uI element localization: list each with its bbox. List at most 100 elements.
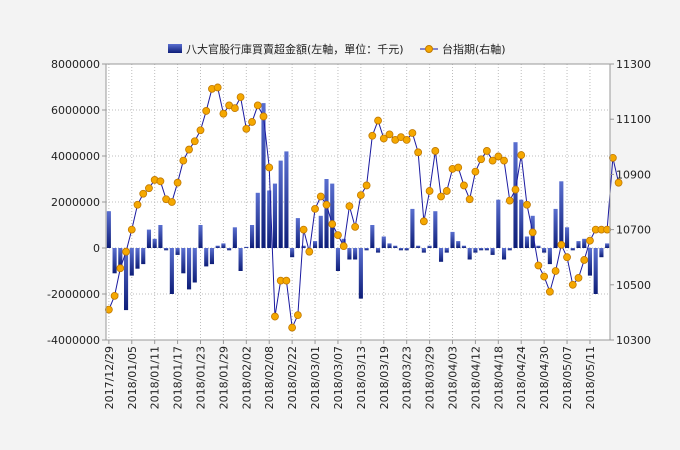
line-point: [271, 312, 279, 321]
line-point: [339, 242, 348, 251]
bar-mark: [106, 211, 111, 248]
bar-mark: [559, 181, 564, 248]
bar-mark: [169, 248, 174, 294]
line-point: [563, 253, 571, 262]
x-axis-tick-label: 2018/02/02: [240, 346, 253, 409]
line-point: [253, 101, 262, 110]
bar-mark: [501, 248, 507, 260]
left-axis-tick-label: -2000000: [47, 288, 100, 301]
bar-mark: [364, 248, 369, 251]
line-point: [362, 181, 371, 190]
legend-line-marker: [425, 45, 433, 53]
bar-mark: [272, 183, 278, 248]
line-point: [454, 163, 463, 172]
line-point: [368, 131, 377, 140]
bar-mark: [553, 208, 558, 248]
line-point: [528, 228, 537, 237]
line-point: [608, 153, 617, 162]
line-point: [185, 145, 193, 154]
line-point: [167, 198, 176, 206]
x-axis-tick-label: 2018/03/23: [401, 346, 414, 409]
line-point: [477, 155, 486, 164]
bar-mark: [152, 238, 157, 248]
bar-mark: [519, 199, 524, 248]
line-point: [356, 191, 365, 200]
bar-mark: [186, 248, 192, 290]
bar-mark: [141, 248, 146, 265]
line-point: [534, 261, 543, 270]
legend-line-label: 台指期(右軸): [442, 42, 506, 56]
bar-mark: [129, 248, 134, 276]
bar-mark: [192, 248, 197, 283]
line-point: [614, 178, 623, 187]
x-axis-tick-label: 2018/03/29: [424, 346, 437, 409]
x-axis-tick-label: 2018/02/08: [263, 346, 276, 409]
x-axis-tick-label: 2018/03/07: [332, 346, 345, 409]
line-point: [482, 147, 491, 155]
line-point: [402, 135, 411, 144]
x-axis-tick-label: 2018/01/11: [149, 346, 162, 409]
line-point: [345, 202, 354, 211]
line-point: [219, 109, 228, 118]
right-axis-tick-label: 11300: [616, 58, 651, 71]
line-point: [523, 200, 531, 209]
bar-mark: [416, 245, 421, 248]
line-point: [557, 240, 566, 249]
bar-mark: [427, 245, 432, 248]
x-axis-tick-label: 2018/02/22: [286, 346, 299, 409]
bar-mark: [536, 245, 541, 248]
right-axis-tick-label: 10900: [616, 168, 651, 181]
bar-mark: [278, 160, 283, 248]
line-point: [190, 137, 199, 146]
x-axis-tick-label: 2018/03/01: [309, 346, 322, 409]
bar-mark: [284, 151, 289, 248]
bar-mark: [324, 179, 329, 248]
line-point: [437, 192, 445, 201]
bar-mark: [123, 248, 129, 311]
line-point: [505, 196, 514, 205]
right-axis-tick-label: 10700: [616, 224, 651, 237]
line-point: [282, 276, 291, 285]
line-point: [311, 204, 319, 213]
bar-mark: [370, 225, 375, 248]
bar-mark: [444, 248, 449, 253]
bar-mark: [438, 248, 444, 262]
bar-mark: [461, 245, 467, 248]
x-axis-tick-label: 2018/04/30: [538, 346, 551, 409]
line-point: [545, 287, 554, 296]
line-point: [471, 167, 480, 176]
x-axis-tick-label: 2018/01/23: [195, 346, 208, 409]
bar-mark: [261, 103, 266, 248]
bar-mark: [593, 248, 598, 294]
bar-mark: [146, 229, 152, 248]
line-point: [122, 247, 130, 256]
right-axis-tick-label: 10300: [616, 334, 651, 347]
bar-mark: [490, 248, 495, 255]
left-axis-tick-label: 2000000: [51, 196, 100, 209]
legend-bar-swatch: [168, 44, 182, 53]
x-axis-tick-label: 2018/01/05: [126, 346, 139, 409]
line-point: [202, 107, 211, 115]
line-point: [488, 156, 497, 165]
x-axis-tick-label: 2018/04/24: [515, 346, 528, 409]
line-point: [145, 184, 153, 193]
bar-mark: [301, 245, 306, 248]
x-axis-tick-label: 2018/04/12: [469, 346, 482, 409]
x-axis-tick-label: 2017/12/29: [103, 346, 116, 409]
bar-mark: [542, 248, 547, 253]
left-axis-tick-label: 8000000: [51, 58, 100, 71]
line-point: [156, 177, 165, 186]
bar-mark: [209, 248, 215, 265]
bar-mark: [267, 190, 272, 248]
bar-mark: [599, 248, 604, 258]
line-point: [419, 217, 428, 226]
line-point: [133, 200, 142, 209]
bar-mark: [318, 215, 323, 248]
line-series: [104, 83, 623, 332]
bar-mark: [175, 248, 180, 255]
line-point: [316, 192, 325, 201]
bar-mark: [450, 231, 455, 248]
bar-mark: [198, 225, 203, 248]
bar-mark: [135, 248, 140, 269]
